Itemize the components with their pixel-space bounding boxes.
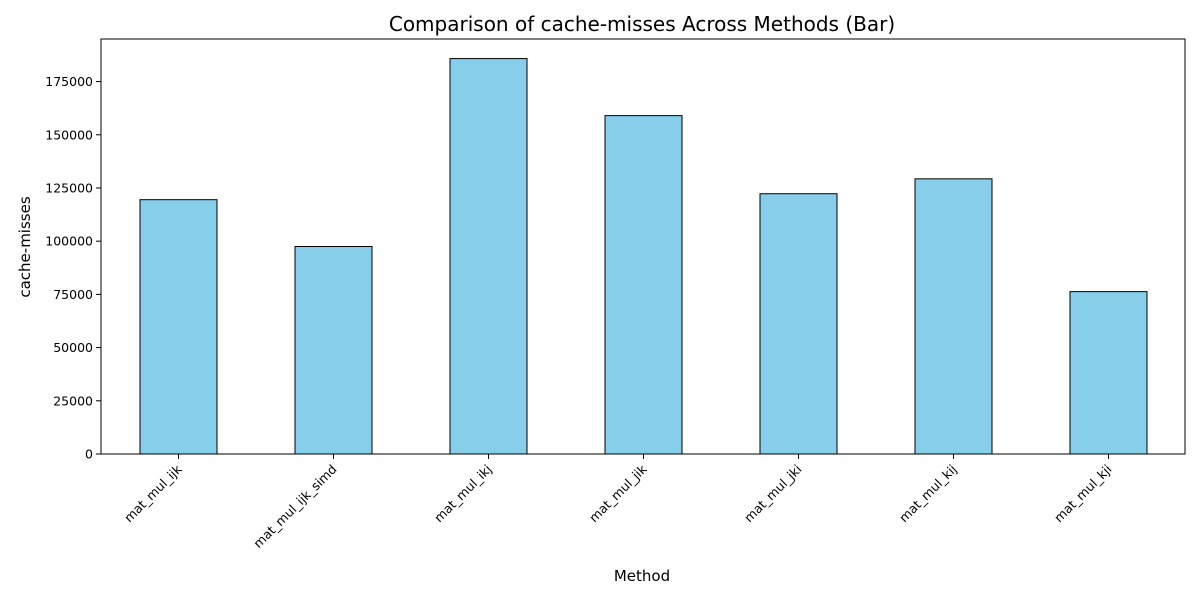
x-tick-label: mat_mul_ijk_simd — [250, 462, 339, 551]
x-axis-label: Method — [614, 567, 670, 585]
bar-mat_mul_kij — [914, 178, 993, 455]
bar-mat_mul_kji — [1069, 291, 1148, 455]
chart-title: Comparison of cache-misses Across Method… — [389, 12, 895, 36]
y-tick-label: 75000 — [53, 287, 93, 302]
bar-mat_mul_ikj — [449, 58, 528, 455]
x-tick-label: mat_mul_ijk — [121, 461, 185, 525]
y-tick-label: 25000 — [53, 393, 93, 408]
x-tick-label: mat_mul_jik — [586, 461, 650, 525]
bar-mat_mul_jki — [759, 193, 838, 455]
y-tick-label: 150000 — [45, 127, 93, 142]
bar-mat_mul_ijk_simd — [294, 246, 373, 455]
y-axis-label: cache-misses — [16, 196, 34, 297]
bar-mat_mul_ijk — [139, 199, 218, 455]
y-tick-label: 0 — [85, 447, 93, 462]
y-axis: 0 25000 50000 75000 100000 125000 150000 175000 — [45, 74, 101, 462]
y-tick-label: 100000 — [45, 234, 93, 249]
y-tick-label: 175000 — [45, 74, 93, 89]
x-tick-label: mat_mul_ikj — [431, 462, 495, 526]
bars-layer — [139, 58, 1148, 455]
bar-mat_mul_jik — [604, 115, 683, 455]
y-tick-label: 50000 — [53, 340, 93, 355]
plot-frame — [100, 38, 1186, 455]
x-tick-label: mat_mul_kji — [1051, 462, 1115, 526]
x-tick-label: mat_mul_jki — [741, 462, 805, 526]
x-tick-label: mat_mul_kij — [896, 462, 960, 526]
y-tick-label: 125000 — [45, 180, 93, 195]
x-axis: mat_mul_ijk mat_mul_ijk_simd mat_mul_ikj ma… — [121, 454, 1115, 551]
